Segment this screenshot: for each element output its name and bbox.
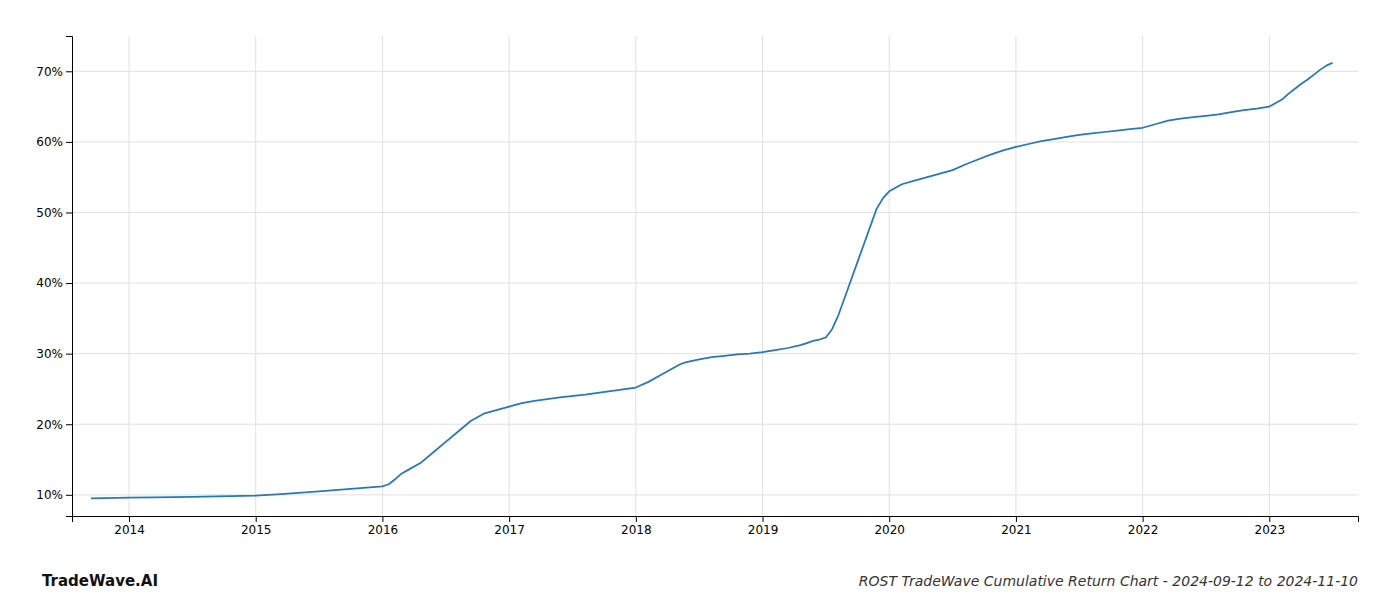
x-tick-label: 2019 xyxy=(748,523,779,537)
y-grid-line xyxy=(72,71,1358,72)
x-tick: 2014 xyxy=(114,516,145,537)
x-tick: 2016 xyxy=(368,516,399,537)
grid xyxy=(72,36,1358,516)
x-tick-mark xyxy=(889,516,890,522)
x-tick-label: 2017 xyxy=(494,523,525,537)
x-tick: 2020 xyxy=(874,516,905,537)
y-tick-label: 30% xyxy=(36,347,63,361)
watermark: TradeWave.AI xyxy=(42,572,158,590)
y-tick-mark xyxy=(66,142,72,143)
y-grid-line xyxy=(72,424,1358,425)
y-tick-label: 50% xyxy=(36,206,63,220)
x-grid-line xyxy=(635,36,636,516)
x-tick-mark xyxy=(1269,516,1270,522)
y-tick-mark xyxy=(66,212,72,213)
x-tick: 2018 xyxy=(621,516,652,537)
x-grid-line xyxy=(1015,36,1016,516)
y-tick-label: 10% xyxy=(36,488,63,502)
y-tick: 40% xyxy=(36,276,72,290)
y-tick: 20% xyxy=(36,418,72,432)
x-grid-line xyxy=(762,36,763,516)
title: ROST TradeWave Cumulative Return Chart -… xyxy=(859,573,1358,589)
y-grid-line xyxy=(72,353,1358,354)
x-axis-line xyxy=(73,517,1359,523)
x-axis: 2014 2015 2016 2017 2018 2019 2020 2021 2022 2023 xyxy=(73,516,1359,537)
x-grid-line xyxy=(1269,36,1270,516)
y-tick-label: 40% xyxy=(36,276,63,290)
x-tick-mark xyxy=(256,516,257,522)
x-tick: 2017 xyxy=(494,516,525,537)
x-tick: 2021 xyxy=(1001,516,1032,537)
y-grid-line xyxy=(72,141,1358,142)
x-tick-label: 2021 xyxy=(1001,523,1032,537)
y-tick-mark xyxy=(66,495,72,496)
y-tick-label: 20% xyxy=(36,418,63,432)
y-tick: 60% xyxy=(36,135,72,149)
x-grid-line xyxy=(129,36,130,516)
x-tick: 2023 xyxy=(1255,516,1286,537)
x-tick-mark xyxy=(1143,516,1144,522)
chart: 2014 2015 2016 2017 2018 2019 2020 2021 2022 2023… xyxy=(0,0,1400,600)
x-tick-label: 2016 xyxy=(368,523,399,537)
y-grid-line xyxy=(72,212,1358,213)
y-tick: 70% xyxy=(36,65,72,79)
y-tick-mark xyxy=(66,283,72,284)
x-grid-line xyxy=(1142,36,1143,516)
x-tick-label: 2020 xyxy=(874,523,905,537)
y-tick-mark xyxy=(66,71,72,72)
y-tick-label: 60% xyxy=(36,135,63,149)
x-grid-line xyxy=(255,36,256,516)
x-tick-label: 2018 xyxy=(621,523,652,537)
y-tick: 30% xyxy=(36,347,72,361)
x-grid-line xyxy=(889,36,890,516)
x-tick-label: 2014 xyxy=(114,523,145,537)
x-tick: 2022 xyxy=(1128,516,1159,537)
x-tick-mark xyxy=(382,516,383,522)
x-tick-mark xyxy=(763,516,764,522)
x-tick-label: 2023 xyxy=(1255,523,1286,537)
y-grid-line xyxy=(72,283,1358,284)
x-tick-mark xyxy=(1016,516,1017,522)
y-axis-line xyxy=(66,37,73,517)
y-tick-mark xyxy=(66,424,72,425)
x-tick: 2019 xyxy=(748,516,779,537)
x-tick-label: 2022 xyxy=(1128,523,1159,537)
y-tick-label: 70% xyxy=(36,65,63,79)
plot-area xyxy=(91,63,1333,499)
y-tick-mark xyxy=(66,354,72,355)
x-tick-label: 2015 xyxy=(241,523,272,537)
y-tick: 10% xyxy=(36,488,72,502)
x-tick-mark xyxy=(509,516,510,522)
line xyxy=(91,63,1333,499)
x-tick: 2015 xyxy=(241,516,272,537)
x-tick-mark xyxy=(636,516,637,522)
y-axis: 10% 20% 30% 40% 50% 60% 70% xyxy=(36,37,72,517)
x-grid-line xyxy=(509,36,510,516)
x-grid-line xyxy=(382,36,383,516)
x-tick-mark xyxy=(129,516,130,522)
y-tick: 50% xyxy=(36,206,72,220)
